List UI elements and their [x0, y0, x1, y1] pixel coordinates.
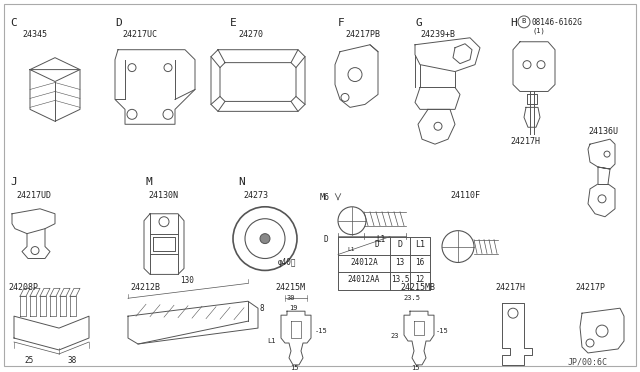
- Text: L1: L1: [415, 240, 425, 248]
- Text: 23.5: 23.5: [403, 295, 420, 301]
- Text: 15: 15: [290, 365, 298, 371]
- Text: D: D: [374, 240, 380, 248]
- Text: 24217H: 24217H: [495, 283, 525, 292]
- Text: 13: 13: [396, 257, 404, 266]
- Text: 25: 25: [24, 356, 33, 365]
- Text: 24217UC: 24217UC: [122, 30, 157, 39]
- Text: 24215M: 24215M: [275, 283, 305, 292]
- Text: C: C: [10, 18, 17, 28]
- Text: M6: M6: [320, 193, 330, 202]
- Text: D: D: [397, 240, 403, 248]
- Text: (1): (1): [532, 28, 545, 34]
- Text: 08146-6162G: 08146-6162G: [532, 18, 583, 27]
- Text: D: D: [115, 18, 122, 28]
- Text: L1: L1: [348, 247, 355, 251]
- Text: N: N: [238, 177, 244, 187]
- Text: 24217PB: 24217PB: [345, 30, 380, 39]
- Text: M: M: [145, 177, 152, 187]
- Text: 24273: 24273: [243, 191, 268, 200]
- Text: 130: 130: [180, 276, 194, 285]
- Text: -15: -15: [436, 328, 449, 334]
- Text: 24239+B: 24239+B: [420, 30, 455, 39]
- Text: 24217P: 24217P: [575, 283, 605, 292]
- Text: 15: 15: [411, 365, 419, 371]
- Text: L1: L1: [267, 338, 275, 344]
- Text: 24270: 24270: [238, 30, 263, 39]
- Text: B: B: [521, 18, 525, 24]
- Text: -15: -15: [315, 328, 328, 334]
- Text: φ40用: φ40用: [278, 259, 296, 267]
- Text: 19: 19: [289, 305, 298, 311]
- Text: 24136U: 24136U: [588, 127, 618, 136]
- Text: 8: 8: [260, 304, 264, 313]
- Text: 12: 12: [415, 275, 424, 285]
- Text: 38: 38: [68, 356, 77, 365]
- Text: 30: 30: [287, 295, 296, 301]
- Text: 24217H: 24217H: [510, 137, 540, 146]
- Text: J: J: [10, 177, 17, 187]
- Text: 16: 16: [415, 257, 424, 266]
- Text: 24012AA: 24012AA: [348, 275, 380, 285]
- Text: G: G: [415, 18, 422, 28]
- Text: JP/00:6C: JP/00:6C: [568, 358, 608, 367]
- Text: E: E: [230, 18, 237, 28]
- Text: D: D: [324, 235, 328, 244]
- Text: 24217UD: 24217UD: [16, 191, 51, 200]
- Text: 24208P: 24208P: [8, 283, 38, 292]
- Text: H: H: [510, 18, 516, 28]
- Text: L1: L1: [376, 235, 385, 244]
- Circle shape: [260, 234, 270, 244]
- Text: 13.5: 13.5: [391, 275, 409, 285]
- Text: 24345: 24345: [22, 30, 47, 39]
- Text: 24110F: 24110F: [450, 191, 480, 200]
- Text: 24012A: 24012A: [350, 257, 378, 266]
- Text: 24215MB: 24215MB: [400, 283, 435, 292]
- Text: 24212B: 24212B: [130, 283, 160, 292]
- Text: 23: 23: [390, 333, 399, 339]
- Text: F: F: [338, 18, 345, 28]
- Text: 24130N: 24130N: [148, 191, 178, 200]
